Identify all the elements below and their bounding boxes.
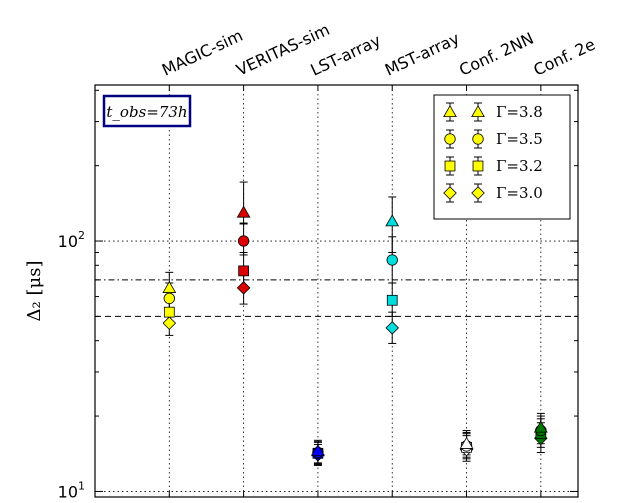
data-point xyxy=(533,420,548,433)
legend-label: Γ=3.8 xyxy=(496,103,543,121)
legend-label: Γ=3.2 xyxy=(496,157,543,175)
category-label: MAGIC-sim xyxy=(159,26,246,80)
category-labels: MAGIC-simVERITAS-simLST-arrayMST-arrayCo… xyxy=(159,20,598,80)
legend: Γ=3.8 Γ=3.5 Γ=3.2 Γ=3.0 xyxy=(433,94,571,220)
category-label: MST-array xyxy=(382,29,463,80)
data-point xyxy=(386,294,398,306)
annotation-text: t_obs=73h xyxy=(106,103,187,121)
y-axis-label: Δ₂ [μs] xyxy=(24,261,45,322)
error-bar xyxy=(239,181,248,225)
tick-layer xyxy=(95,85,578,497)
data-point xyxy=(386,254,398,266)
legend-marker xyxy=(444,160,456,172)
data-point xyxy=(236,205,251,218)
data-point xyxy=(162,316,177,330)
plot-frame xyxy=(94,84,579,498)
category-label: Conf. 2NN xyxy=(456,29,536,80)
y-tick-label: 102 xyxy=(58,229,85,251)
reference-lines xyxy=(95,279,578,317)
data-point xyxy=(311,444,325,457)
data-point xyxy=(385,214,400,227)
series-layer xyxy=(162,181,548,466)
data-point xyxy=(385,321,399,335)
annotation-box: t_obs=73h xyxy=(102,94,192,128)
legend-marker xyxy=(472,133,484,145)
data-point xyxy=(236,281,251,295)
legend-label: Γ=3.0 xyxy=(496,184,543,202)
y-tick-labels: 101 102 xyxy=(58,229,85,501)
legend-marker xyxy=(443,186,457,200)
data-point xyxy=(163,292,175,305)
legend-marker xyxy=(444,133,456,145)
legend-marker xyxy=(471,186,485,200)
legend-marker xyxy=(443,104,457,118)
data-point xyxy=(459,436,474,449)
category-label: Conf. 2e xyxy=(531,35,599,80)
data-point xyxy=(162,280,177,293)
legend-marker xyxy=(472,160,484,172)
data-point xyxy=(238,265,249,277)
legend-marker xyxy=(471,104,485,118)
data-point xyxy=(163,306,175,318)
legend-label: Γ=3.5 xyxy=(496,130,543,148)
data-point xyxy=(237,235,250,247)
y-tick-label: 101 xyxy=(58,479,85,501)
